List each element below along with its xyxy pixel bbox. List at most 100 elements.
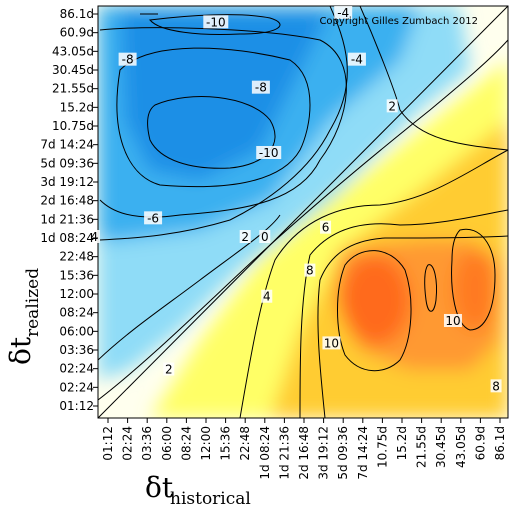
- orange-hotspot-left: [340, 255, 410, 345]
- contour-minus4: [99, 6, 348, 241]
- contour-label: 0: [259, 230, 271, 244]
- x-tick-label: 86.1d: [493, 426, 507, 460]
- contour-label-bg: [443, 314, 462, 327]
- contour-label-bg: [118, 52, 137, 66]
- y-tick-label: 12:00: [59, 287, 94, 301]
- contour-label: 2: [163, 362, 175, 377]
- x-tick-label: 01:12: [101, 426, 115, 461]
- contour-label: 4: [261, 289, 273, 304]
- x-tick-label: 30.45d: [434, 426, 448, 468]
- contour-label: -10: [203, 15, 229, 29]
- x-tick-label: 43.05d: [454, 426, 468, 468]
- x-tick-label: 22:48: [238, 426, 252, 461]
- contour-label-text: 2: [388, 99, 396, 113]
- contour-label: -4: [334, 6, 353, 20]
- y-tick-label: 3d 19:12: [40, 175, 94, 189]
- contour-small-island: [424, 264, 437, 312]
- contour-2-upper: [359, 6, 508, 151]
- y-tick-label: 15.2d: [60, 100, 94, 114]
- y-tick-label: 21.55d: [52, 82, 94, 96]
- x-tick-label: 06:00: [160, 426, 174, 461]
- contour-label-bg: [163, 362, 175, 376]
- contour-label: 10: [322, 336, 341, 350]
- contour-label-text: -10: [259, 146, 279, 160]
- contour-minus10-top: [149, 14, 281, 35]
- contour-label: 10: [443, 314, 462, 328]
- contour-label-text: -8: [122, 53, 134, 67]
- x-axis-label-symbol: δt: [145, 471, 174, 504]
- contour-label: 6: [320, 220, 332, 235]
- contour-label-text: -4: [351, 53, 363, 67]
- contour-10-right: [451, 228, 496, 331]
- contour-label-text: 2: [165, 363, 173, 377]
- y-axis-label: δt realized: [4, 268, 43, 365]
- x-axis-label-subscript: historical: [170, 489, 251, 509]
- y-tick-label: 1d 21:36: [40, 212, 94, 226]
- contour-0: [98, 39, 508, 401]
- contour-label-bg: [256, 146, 282, 159]
- x-tick-label: 60.9d: [473, 426, 487, 460]
- contour-label: 2: [239, 230, 251, 244]
- copyright-note: Copyright Gilles Zumbach 2012: [319, 16, 478, 27]
- y-tick-label: 10.75d: [52, 119, 94, 133]
- y-tick-label: 1d 08:24: [40, 231, 94, 245]
- contour-label-text: -6: [147, 211, 159, 225]
- x-tick-label: 3d 19:12: [317, 426, 331, 480]
- x-tick-label: 12:00: [199, 426, 213, 461]
- x-tick-label: 10.75d: [375, 426, 389, 468]
- x-tick-label: 1d 08:24: [258, 426, 272, 480]
- contour-label: -8: [251, 80, 270, 95]
- x-tick-label: 7d 14:24: [356, 426, 370, 480]
- contour-label-bg: [334, 6, 353, 19]
- contour-label-bg: [251, 80, 270, 94]
- x-tick-label: 1d 21:36: [277, 426, 291, 480]
- y-tick-label: 02:24: [59, 380, 94, 394]
- contour-label-text: 10: [324, 336, 339, 350]
- contour-label-bg: [261, 289, 273, 303]
- x-tick-label: 2d 16:48: [297, 426, 311, 480]
- contour-minus8: [116, 47, 311, 188]
- contour-label-text: 0: [261, 230, 269, 244]
- contour-label: 8: [304, 263, 316, 278]
- contour-label: -4: [347, 52, 366, 67]
- y-tick-label: 08:24: [59, 306, 94, 320]
- y-tick-label: 43.05d: [52, 44, 94, 58]
- y-tick-label: 15:36: [59, 268, 94, 282]
- contour-8: [317, 235, 508, 418]
- contour-label-bg: [144, 211, 163, 225]
- contour-minus6: [99, 27, 347, 218]
- x-tick-label: 15.2d: [395, 426, 409, 460]
- contour-label-bg: [203, 15, 229, 29]
- y-axis-label-symbol: δt: [4, 336, 37, 365]
- y-axis-label-subscript: realized: [23, 268, 43, 337]
- x-tick-label: 21.55d: [415, 426, 429, 468]
- contour-label-bg: [88, 230, 100, 243]
- contour-label-bg: [259, 230, 271, 243]
- contour-label-text: 2: [241, 230, 249, 244]
- contour-label-bg: [239, 230, 251, 243]
- contour-label-text: -8: [255, 81, 267, 95]
- y-tick-label: 5d 09:36: [40, 156, 94, 170]
- orange-hotspot-right: [453, 250, 497, 330]
- x-tick-label: 02:24: [121, 426, 135, 461]
- y-tick-label: 7d 14:24: [40, 138, 94, 152]
- contour-4: [239, 149, 508, 418]
- contour-label-text: 8: [306, 264, 314, 278]
- contour-label: 4: [88, 230, 100, 244]
- y-tick-label: 22:48: [59, 250, 94, 264]
- contour-label-bg: [320, 220, 332, 234]
- contour-label: -8: [118, 52, 137, 67]
- contour-label-text: 4: [263, 290, 271, 304]
- y-axis-ticks: 01:12 02:24 02:24 03:36 06:00 08:24 12:00 15:36…: [40, 7, 98, 413]
- x-axis-ticks: 01:12 02:24 03:36 06:00 08:24 12:00 15:36 22:48…: [101, 418, 507, 480]
- contour-label: -6: [144, 211, 163, 225]
- contour-label-text: -10: [206, 15, 226, 29]
- contour-label-text: 6: [322, 221, 330, 235]
- contour-label: 2: [386, 99, 398, 113]
- y-tick-label: 02:24: [59, 362, 94, 376]
- x-tick-label: 5d 09:36: [336, 426, 350, 480]
- plot-frame: [97, 5, 509, 419]
- y-tick-label: 03:36: [59, 343, 94, 357]
